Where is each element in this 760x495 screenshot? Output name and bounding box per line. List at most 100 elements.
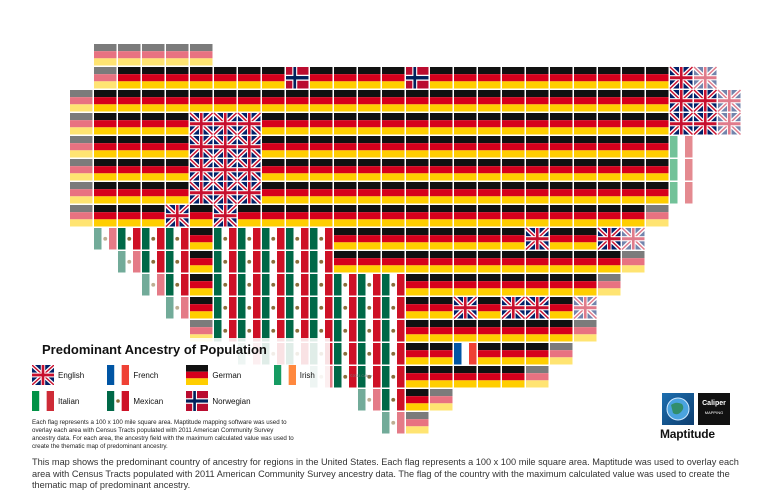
- flag-tile: [166, 113, 189, 135]
- flag-tile: [478, 297, 501, 319]
- flag-tile: [502, 136, 525, 158]
- flag-tile: [188, 157, 214, 183]
- flag-tile: [478, 320, 501, 342]
- flag-tile: [406, 182, 429, 204]
- flag-tile: [118, 159, 141, 181]
- flag-tile: [142, 159, 165, 181]
- flag-tile: [526, 90, 549, 112]
- flag-tile: [526, 274, 549, 296]
- flag-tile: [550, 297, 573, 319]
- flag-tile: [262, 297, 285, 319]
- flag-tile: [166, 44, 189, 66]
- flag-tile: [454, 90, 477, 112]
- flag-tile: [646, 113, 669, 135]
- flag-tile: [502, 205, 525, 227]
- flag-tile: [502, 159, 525, 181]
- flag-tile: [692, 88, 718, 114]
- flag-tile: [430, 251, 453, 273]
- flag-tile: [238, 274, 261, 296]
- flag-tile: [596, 226, 622, 252]
- flag-tile: [620, 226, 646, 252]
- flag-tile: [166, 136, 189, 158]
- flag-tile: [286, 113, 309, 135]
- map-flag-tiles: [70, 44, 742, 434]
- flag-tile: [142, 274, 165, 296]
- flag-tile: [142, 228, 165, 250]
- flag-tile: [622, 182, 645, 204]
- flag-tile: [286, 136, 309, 158]
- flag-tile: [212, 111, 238, 137]
- flag-tile: [454, 67, 477, 89]
- flag-tile: [358, 136, 381, 158]
- flag-tile: [478, 159, 501, 181]
- flag-tile: [526, 159, 549, 181]
- flag-tile: [238, 228, 261, 250]
- flag-tile: [478, 366, 501, 388]
- flag-tile: [118, 228, 141, 250]
- flag-tile: [574, 67, 597, 89]
- flag-tile: [502, 366, 525, 388]
- flag-tile: [94, 228, 117, 250]
- flag-tile: [334, 205, 357, 227]
- flag-tile: [236, 134, 262, 160]
- flag-tile: [502, 251, 525, 273]
- flag-tile: [142, 90, 165, 112]
- irish-flag-icon: [273, 365, 296, 385]
- legend-item-italian: Italian: [32, 391, 101, 411]
- flag-tile: [478, 228, 501, 250]
- legend-backdrop: [30, 338, 330, 450]
- flag-tile: [550, 228, 573, 250]
- flag-tile: [406, 343, 429, 365]
- flag-tile: [238, 297, 261, 319]
- flag-tile: [118, 182, 141, 204]
- flag-tile: [382, 320, 405, 342]
- legend-label: Italian: [58, 396, 80, 406]
- flag-tile: [190, 67, 213, 89]
- flag-tile: [406, 297, 429, 319]
- flag-tile: [430, 182, 453, 204]
- flag-tile: [190, 274, 213, 296]
- flag-tile: [214, 274, 237, 296]
- flag-tile: [166, 251, 189, 273]
- flag-tile: [118, 136, 141, 158]
- flag-tile: [668, 65, 694, 91]
- flag-tile: [454, 320, 477, 342]
- flag-tile: [406, 228, 429, 250]
- flag-tile: [94, 159, 117, 181]
- flag-tile: [526, 251, 549, 273]
- flag-tile: [382, 251, 405, 273]
- flag-tile: [502, 113, 525, 135]
- flag-tile: [478, 251, 501, 273]
- flag-tile: [550, 251, 573, 273]
- flag-tile: [478, 113, 501, 135]
- flag-tile: [382, 274, 405, 296]
- flag-tile: [214, 228, 237, 250]
- flag-tile: [214, 251, 237, 273]
- flag-tile: [550, 136, 573, 158]
- flag-tile: [574, 320, 597, 342]
- flag-tile: [430, 320, 453, 342]
- flag-tile: [430, 366, 453, 388]
- flag-tile: [502, 67, 525, 89]
- legend-item-mexican: Mexican: [107, 391, 180, 411]
- globe-icon: [662, 393, 694, 425]
- flag-tile: [382, 297, 405, 319]
- flag-tile: [454, 343, 477, 365]
- flag-tile: [334, 113, 357, 135]
- flag-tile: [526, 67, 549, 89]
- flag-tile: [478, 343, 501, 365]
- flag-tile: [502, 90, 525, 112]
- flag-tile: [188, 134, 214, 160]
- flag-tile: [430, 90, 453, 112]
- flag-tile: [214, 67, 237, 89]
- flag-tile: [118, 205, 141, 227]
- flag-tile: [454, 136, 477, 158]
- mexican-flag-icon: [107, 391, 130, 411]
- flag-tile: [574, 274, 597, 296]
- legend-item-english: English: [32, 365, 101, 385]
- italian-flag-icon: [32, 391, 54, 411]
- flag-tile: [118, 44, 141, 66]
- flag-tile: [358, 228, 381, 250]
- flag-tile: [598, 251, 621, 273]
- flag-tile: [166, 182, 189, 204]
